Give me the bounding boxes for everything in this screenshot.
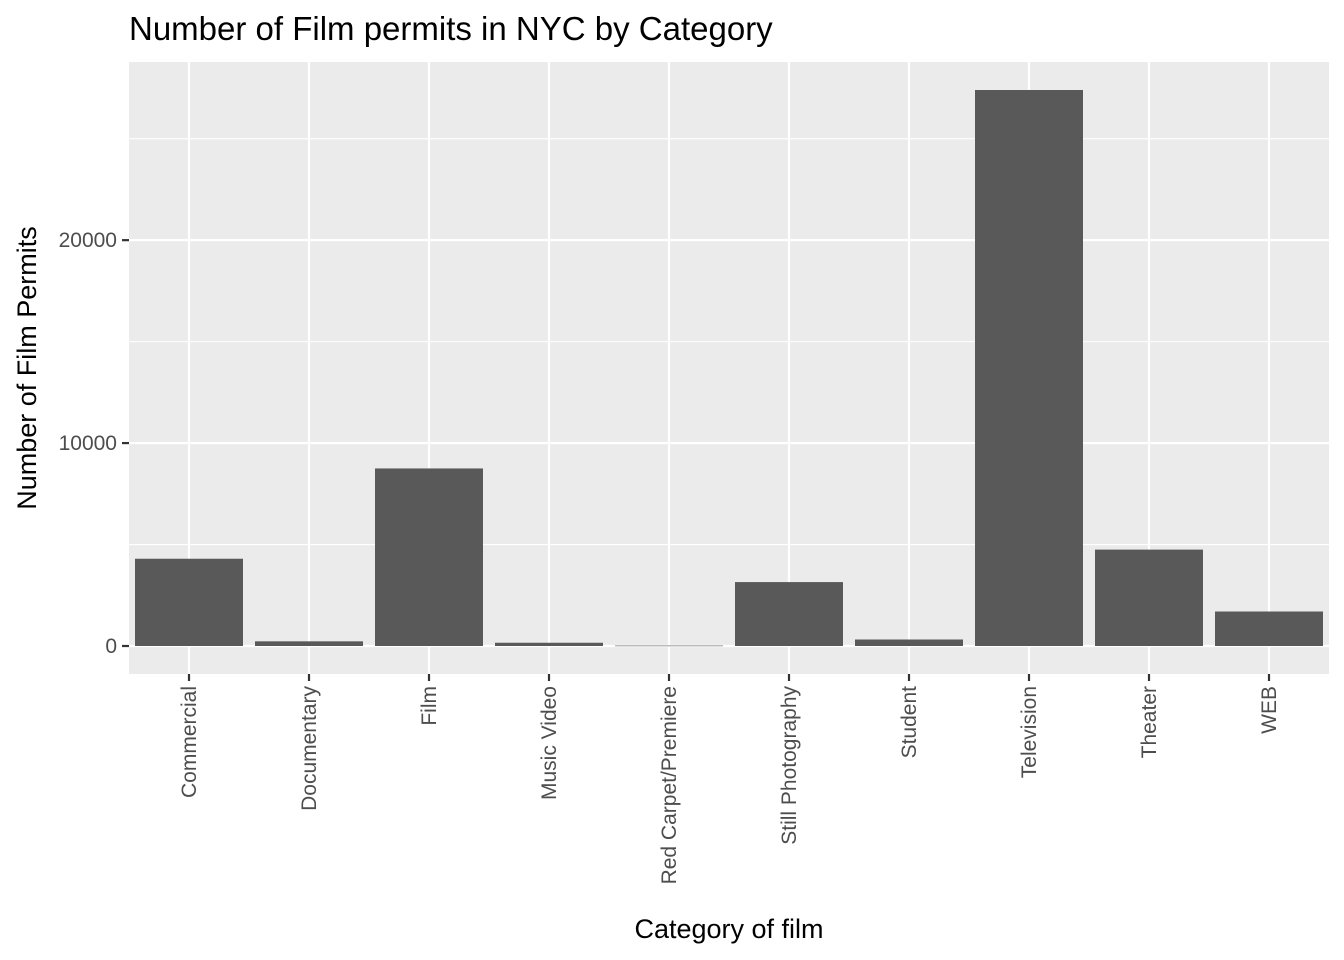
x-tick-label: Documentary bbox=[298, 686, 321, 811]
x-axis-title: Category of film bbox=[634, 914, 823, 944]
bar-5 bbox=[615, 645, 723, 647]
bar-10 bbox=[1215, 611, 1323, 646]
x-axis: Commercial Documentary Film Music Video Red … bbox=[178, 674, 1281, 884]
y-tick-label: 20000 bbox=[59, 229, 117, 252]
y-tick-label: 10000 bbox=[59, 432, 117, 455]
bar-7 bbox=[855, 639, 963, 646]
chart-title: Number of Film permits in NYC by Categor… bbox=[129, 10, 773, 47]
x-tick-label: Still Photography bbox=[778, 686, 801, 845]
bar-8 bbox=[975, 90, 1083, 646]
bar-6 bbox=[735, 582, 843, 646]
y-axis-title: Number of Film Permits bbox=[12, 226, 42, 510]
x-tick-label: Red Carpet/Premiere bbox=[658, 686, 681, 884]
bar-9 bbox=[1095, 549, 1203, 646]
y-tick-label: 0 bbox=[105, 635, 117, 658]
bar-3 bbox=[375, 468, 483, 646]
x-tick-label: Commercial bbox=[178, 686, 201, 798]
x-tick-label: WEB bbox=[1258, 686, 1281, 734]
y-axis: 0 10000 20000 bbox=[59, 229, 129, 658]
bar-2 bbox=[255, 641, 363, 646]
x-tick-label: Film bbox=[418, 686, 441, 726]
bar-4 bbox=[495, 642, 603, 646]
x-tick-label: Student bbox=[898, 686, 921, 759]
bars bbox=[135, 90, 1323, 647]
x-tick-label: Music Video bbox=[538, 686, 561, 800]
x-tick-label: Television bbox=[1018, 686, 1041, 778]
bar-1 bbox=[135, 558, 243, 646]
x-tick-label: Theater bbox=[1138, 686, 1161, 758]
minor-gridlines bbox=[129, 138, 1329, 546]
